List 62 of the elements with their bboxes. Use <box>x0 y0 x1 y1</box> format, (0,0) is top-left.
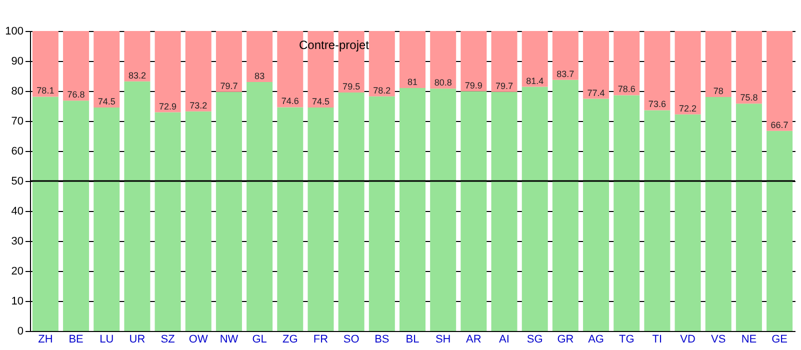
y-tick-label: 0 <box>17 326 24 338</box>
x-tick-label: GR <box>557 334 574 346</box>
data-label: 81.4 <box>526 76 544 86</box>
data-label: 66.7 <box>770 120 788 130</box>
x-tick-label: SH <box>435 334 451 346</box>
data-label: 72.9 <box>159 101 177 112</box>
data-label: 77.4 <box>587 88 605 98</box>
y-tick-label: 10 <box>11 296 24 308</box>
data-label: 83 <box>254 71 265 81</box>
x-tick-label: SG <box>526 334 543 346</box>
x-tick-label: LU <box>100 334 114 346</box>
y-tick-label: 90 <box>11 56 24 68</box>
x-tick-label: BS <box>374 334 390 346</box>
x-tick-label: SO <box>343 334 360 346</box>
data-label: 74.5 <box>98 96 116 106</box>
data-label: 83.7 <box>556 68 574 79</box>
x-tick-label: ZH <box>38 334 53 346</box>
x-tick-label: NE <box>741 334 757 346</box>
data-label: 75.8 <box>740 92 758 103</box>
x-tick-label: UR <box>129 334 146 346</box>
data-label: 79.5 <box>342 82 360 92</box>
data-label: 78.2 <box>373 85 391 96</box>
x-tick-label: TG <box>618 334 634 346</box>
x-tick-label: VD <box>680 334 696 346</box>
x-tick-label: VS <box>711 334 726 346</box>
x-tick-label: AG <box>588 334 604 346</box>
x-tick-label: BE <box>68 334 84 346</box>
data-label: 80.8 <box>434 78 452 88</box>
data-label: 74.6 <box>281 96 299 106</box>
y-tick-label: 80 <box>11 86 24 98</box>
y-tick-label: 50 <box>11 176 24 188</box>
data-label: 78 <box>713 86 724 96</box>
data-label: 73.6 <box>648 99 666 110</box>
data-label: 74.5 <box>312 96 330 106</box>
x-tick-label: GE <box>772 334 788 346</box>
annotation: Contre-projet <box>298 38 370 52</box>
data-label: 78.1 <box>36 86 54 96</box>
x-tick-label: GL <box>252 334 267 346</box>
x-tick-label: BL <box>406 334 420 346</box>
y-tick-label: 20 <box>11 266 24 278</box>
x-tick-label: ZG <box>282 334 298 346</box>
y-tick-label: 60 <box>11 146 24 158</box>
data-label: 79.7 <box>220 80 238 91</box>
y-tick-label: 100 <box>5 26 24 38</box>
data-label: 78.6 <box>618 84 636 94</box>
x-tick-label: AR <box>466 334 482 346</box>
x-tick-label: NW <box>220 334 239 346</box>
data-label: 73.2 <box>190 100 208 110</box>
data-label: 81 <box>407 77 418 87</box>
x-tick-label: TI <box>652 334 662 346</box>
data-label: 79.7 <box>496 80 514 91</box>
y-tick-label: 70 <box>11 116 24 128</box>
x-tick-label: SZ <box>160 334 176 346</box>
data-label: 72.2 <box>679 103 697 114</box>
x-tick-label: OW <box>188 334 208 346</box>
x-tick-label: AI <box>499 334 510 346</box>
data-label: 83.2 <box>128 70 146 80</box>
x-tick-label: FR <box>313 334 328 346</box>
y-tick-label: 30 <box>11 236 24 248</box>
data-label: 76.8 <box>67 90 85 100</box>
data-label: 79.9 <box>464 80 482 90</box>
y-tick-label: 40 <box>11 206 24 218</box>
